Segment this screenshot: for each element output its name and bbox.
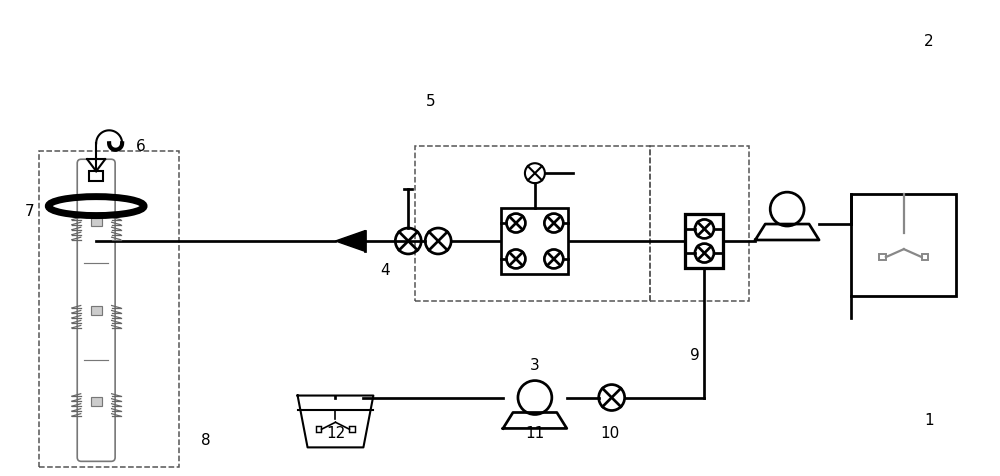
Text: 5: 5 <box>425 94 435 109</box>
Bar <box>91 306 102 315</box>
Bar <box>879 254 886 260</box>
Text: 7: 7 <box>25 204 34 218</box>
Text: 10: 10 <box>600 426 619 441</box>
Text: 12: 12 <box>326 426 345 441</box>
Bar <box>415 146 650 301</box>
Text: 6: 6 <box>136 139 146 154</box>
Bar <box>685 214 723 268</box>
Text: 4: 4 <box>381 263 390 278</box>
Bar <box>922 254 928 260</box>
Bar <box>349 426 355 432</box>
Text: 1: 1 <box>924 413 934 428</box>
Text: 11: 11 <box>525 426 545 441</box>
Bar <box>501 208 568 274</box>
Bar <box>91 397 102 406</box>
Polygon shape <box>335 230 365 251</box>
Bar <box>89 171 103 181</box>
Text: 2: 2 <box>924 34 934 49</box>
Text: 3: 3 <box>530 358 540 373</box>
Text: 8: 8 <box>201 433 211 448</box>
Bar <box>650 146 749 301</box>
Text: 9: 9 <box>690 348 699 363</box>
FancyBboxPatch shape <box>77 159 115 461</box>
Bar <box>39 151 179 467</box>
Bar <box>851 194 956 296</box>
Bar <box>91 218 102 226</box>
Bar <box>316 426 321 432</box>
